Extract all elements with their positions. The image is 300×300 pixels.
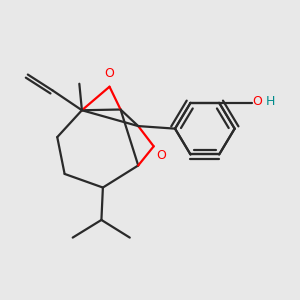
Text: O: O — [252, 95, 262, 108]
Text: H: H — [266, 95, 275, 108]
Text: O: O — [105, 67, 115, 80]
Text: O: O — [157, 149, 166, 162]
